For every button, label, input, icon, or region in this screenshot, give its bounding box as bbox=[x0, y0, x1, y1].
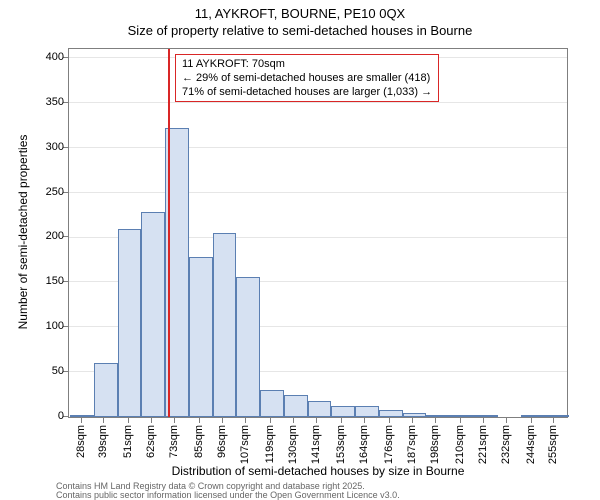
gridline bbox=[69, 147, 567, 148]
x-tick bbox=[270, 418, 271, 423]
x-tick bbox=[483, 418, 484, 423]
x-tick bbox=[553, 418, 554, 423]
histogram-bar bbox=[403, 413, 427, 417]
y-tick-label: 250 bbox=[24, 186, 64, 198]
x-axis-label: Distribution of semi-detached houses by … bbox=[68, 464, 568, 478]
marker-line bbox=[168, 49, 170, 417]
gridline bbox=[69, 192, 567, 193]
histogram-bar bbox=[260, 390, 284, 417]
histogram-bar bbox=[213, 233, 237, 417]
x-tick-label: 210sqm bbox=[454, 425, 466, 464]
x-tick-label: 28sqm bbox=[75, 425, 87, 458]
footer-attribution: Contains HM Land Registry data © Crown c… bbox=[56, 482, 400, 500]
histogram-bar bbox=[355, 406, 379, 417]
gridline bbox=[69, 102, 567, 103]
histogram-bar bbox=[474, 415, 498, 417]
y-tick-label: 350 bbox=[24, 96, 64, 108]
y-tick-label: 300 bbox=[24, 141, 64, 153]
x-tick bbox=[316, 418, 317, 423]
x-tick bbox=[435, 418, 436, 423]
x-tick bbox=[293, 418, 294, 423]
x-tick bbox=[341, 418, 342, 423]
footer-line2: Contains public sector information licen… bbox=[56, 491, 400, 500]
histogram-bar bbox=[284, 395, 308, 417]
x-tick-label: 176sqm bbox=[383, 425, 395, 464]
x-tick bbox=[222, 418, 223, 423]
x-tick-label: 51sqm bbox=[122, 425, 134, 458]
annotation-line3: 71% of semi-detached houses are larger (… bbox=[182, 85, 432, 99]
x-tick bbox=[81, 418, 82, 423]
plot-area: 11 AYKROFT: 70sqm ← 29% of semi-detached… bbox=[68, 48, 568, 418]
y-tick-label: 100 bbox=[24, 320, 64, 332]
x-tick-label: 141sqm bbox=[310, 425, 322, 464]
x-tick-label: 62sqm bbox=[145, 425, 157, 458]
x-tick-label: 164sqm bbox=[358, 425, 370, 464]
x-tick bbox=[151, 418, 152, 423]
x-tick bbox=[199, 418, 200, 423]
annotation-box: 11 AYKROFT: 70sqm ← 29% of semi-detached… bbox=[175, 54, 439, 102]
x-tick-label: 39sqm bbox=[97, 425, 109, 458]
histogram-bar bbox=[521, 415, 545, 417]
x-tick-label: 232sqm bbox=[500, 425, 512, 464]
x-tick bbox=[128, 418, 129, 423]
x-tick bbox=[245, 418, 246, 423]
x-tick-label: 96sqm bbox=[216, 425, 228, 458]
histogram-bar bbox=[331, 406, 355, 417]
y-tick-label: 50 bbox=[24, 365, 64, 377]
x-tick-label: 221sqm bbox=[477, 425, 489, 464]
histogram-bar bbox=[141, 212, 165, 417]
x-tick bbox=[531, 418, 532, 423]
annotation-line2: ← 29% of semi-detached houses are smalle… bbox=[182, 71, 432, 85]
y-tick-label: 150 bbox=[24, 275, 64, 287]
x-tick bbox=[364, 418, 365, 423]
x-tick-label: 153sqm bbox=[335, 425, 347, 464]
chart-title-main: 11, AYKROFT, BOURNE, PE10 0QX bbox=[0, 0, 600, 21]
histogram-bar bbox=[450, 415, 474, 417]
x-tick bbox=[174, 418, 175, 423]
x-tick bbox=[412, 418, 413, 423]
x-tick-label: 107sqm bbox=[239, 425, 251, 464]
x-tick bbox=[460, 418, 461, 423]
histogram-bar bbox=[236, 277, 260, 417]
x-tick-label: 198sqm bbox=[429, 425, 441, 464]
y-tick-label: 200 bbox=[24, 230, 64, 242]
y-tick-label: 400 bbox=[24, 51, 64, 63]
x-tick bbox=[103, 418, 104, 423]
histogram-bar bbox=[118, 229, 142, 417]
x-tick-label: 85sqm bbox=[193, 425, 205, 458]
annotation-line1: 11 AYKROFT: 70sqm bbox=[182, 57, 432, 71]
histogram-bar bbox=[426, 415, 450, 417]
x-tick bbox=[389, 418, 390, 423]
histogram-bar bbox=[189, 257, 213, 417]
y-tick-label: 0 bbox=[24, 410, 64, 422]
x-tick bbox=[506, 418, 507, 423]
histogram-bar bbox=[94, 363, 118, 417]
x-tick-label: 244sqm bbox=[525, 425, 537, 464]
x-tick-label: 187sqm bbox=[406, 425, 418, 464]
chart-title-sub: Size of property relative to semi-detach… bbox=[0, 21, 600, 38]
histogram-bar bbox=[70, 415, 94, 417]
x-tick-label: 73sqm bbox=[168, 425, 180, 458]
histogram-bar bbox=[308, 401, 332, 417]
x-tick-label: 130sqm bbox=[287, 425, 299, 464]
histogram-bar bbox=[545, 415, 569, 417]
histogram-bar bbox=[379, 410, 403, 417]
x-tick-label: 255sqm bbox=[547, 425, 559, 464]
x-tick-label: 119sqm bbox=[264, 425, 276, 463]
